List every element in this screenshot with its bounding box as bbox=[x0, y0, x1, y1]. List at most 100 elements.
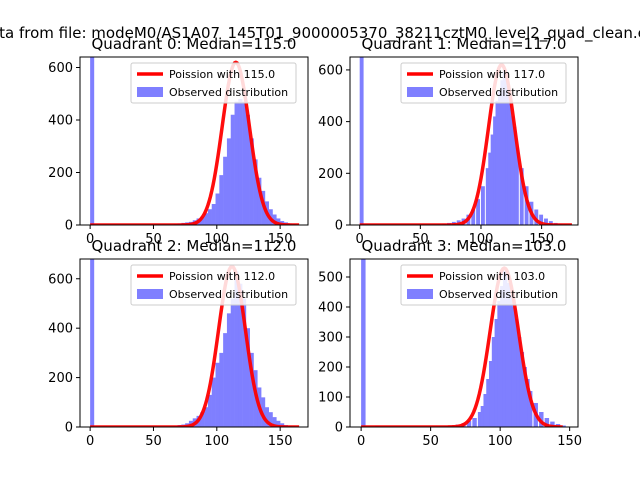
legend-label-poisson: Poission with 103.0 bbox=[439, 270, 545, 283]
histogram-bar bbox=[471, 209, 476, 225]
legend: Poission with 117.0 Observed distribution bbox=[400, 62, 567, 104]
legend-label-poisson: Poission with 112.0 bbox=[169, 270, 275, 283]
histogram-bar bbox=[230, 114, 235, 225]
histogram-bar bbox=[502, 69, 507, 225]
panel-title: Quadrant 0: Median=115.0 bbox=[92, 35, 297, 53]
histogram-bar bbox=[539, 214, 544, 225]
histogram-bar bbox=[230, 298, 235, 427]
x-tick-label: 100 bbox=[469, 232, 494, 247]
x-tick-label: 0 bbox=[357, 434, 365, 449]
histogram-bar bbox=[483, 394, 488, 427]
y-tick-label: 200 bbox=[318, 361, 343, 376]
histogram-bar bbox=[505, 85, 510, 225]
histogram-bar bbox=[207, 394, 212, 427]
histogram-bar bbox=[561, 425, 566, 427]
histogram-bar bbox=[490, 134, 495, 225]
y-tick-label: 400 bbox=[318, 115, 343, 130]
legend-label-poisson: Poission with 117.0 bbox=[439, 68, 545, 81]
histogram-bar bbox=[507, 100, 512, 225]
histogram-bar bbox=[226, 138, 231, 225]
histogram-bar bbox=[493, 116, 497, 225]
histogram-bar bbox=[488, 152, 493, 225]
plot-area bbox=[359, 57, 573, 225]
y-tick-label: 600 bbox=[318, 63, 343, 78]
histogram-bar bbox=[495, 100, 500, 225]
y-tick-label: 0 bbox=[65, 219, 73, 234]
histogram-bar bbox=[494, 319, 500, 427]
histogram-bar bbox=[242, 101, 247, 225]
histogram-bar bbox=[489, 361, 494, 427]
histogram-bar bbox=[272, 214, 277, 225]
histogram-bar bbox=[211, 377, 216, 427]
legend-frame bbox=[400, 62, 567, 104]
histogram-bar bbox=[519, 168, 524, 225]
axes-frame bbox=[79, 56, 309, 226]
histogram-bar bbox=[466, 421, 472, 427]
legend-swatch-observed bbox=[137, 289, 163, 299]
histogram-bar bbox=[505, 283, 511, 427]
histogram-bar-zero bbox=[361, 259, 366, 427]
histogram-bar bbox=[502, 271, 508, 427]
legend-label-observed: Observed distribution bbox=[439, 86, 558, 99]
poisson-fit-line bbox=[359, 63, 573, 225]
histogram-bar bbox=[525, 379, 530, 427]
histogram-bar bbox=[477, 412, 483, 427]
legend-frame bbox=[130, 264, 297, 306]
histogram-bar bbox=[511, 307, 516, 427]
histogram-bar bbox=[550, 421, 555, 427]
histogram-bar bbox=[219, 352, 224, 427]
histogram-bar bbox=[223, 156, 228, 225]
x-tick-label: 100 bbox=[204, 232, 229, 247]
legend-swatch-observed bbox=[407, 87, 433, 97]
histogram-bar-zero bbox=[90, 259, 95, 427]
histogram-bar bbox=[500, 80, 505, 225]
y-tick-label: 100 bbox=[318, 391, 343, 406]
histogram-bar bbox=[497, 301, 502, 427]
histogram-bar bbox=[514, 147, 519, 225]
histogram-bar bbox=[200, 216, 205, 225]
y-tick-label: 400 bbox=[48, 114, 73, 129]
histogram-bar bbox=[276, 218, 281, 225]
chart-panel-0: 0 50 100 150 0 200 400 600 Quadrant 0: Median=11… bbox=[48, 35, 309, 247]
plot-area bbox=[89, 259, 300, 427]
histogram-bar bbox=[268, 412, 273, 427]
histogram-bar bbox=[215, 193, 220, 225]
histogram-bar bbox=[497, 90, 502, 225]
y-tick-label: 600 bbox=[48, 272, 73, 287]
axes-frame bbox=[349, 258, 579, 428]
x-tick-label: 150 bbox=[557, 434, 582, 449]
x-tick-label: 0 bbox=[86, 434, 94, 449]
histogram-bar bbox=[480, 186, 485, 225]
x-tick-label: 150 bbox=[268, 232, 293, 247]
histogram-bar bbox=[272, 417, 277, 427]
y-tick-label: 200 bbox=[48, 371, 73, 386]
x-tick-label: 0 bbox=[86, 232, 94, 247]
histogram-bar bbox=[510, 116, 514, 225]
x-tick-label: 0 bbox=[356, 232, 364, 247]
poisson-fit-line bbox=[360, 266, 564, 427]
histogram-bar bbox=[204, 407, 209, 427]
poisson-fit-line bbox=[89, 60, 300, 225]
histogram-bar bbox=[276, 420, 281, 427]
histogram-bar bbox=[200, 412, 205, 427]
figure-suptitle: Data from file: modeM0/AS1A07_145T01_900… bbox=[0, 24, 640, 43]
x-tick-label: 100 bbox=[488, 434, 513, 449]
histogram-bar bbox=[245, 114, 250, 225]
y-tick-label: 200 bbox=[48, 166, 73, 181]
histogram-bar bbox=[249, 352, 254, 427]
x-tick-label: 50 bbox=[422, 434, 439, 449]
legend: Poission with 103.0 Observed distribution bbox=[400, 264, 567, 306]
histogram-bar bbox=[512, 126, 517, 225]
panel-title: Quadrant 1: Median=117.0 bbox=[362, 35, 567, 53]
histogram-bar bbox=[234, 271, 239, 427]
histogram-bar bbox=[257, 177, 262, 225]
legend-swatch-observed bbox=[137, 87, 163, 97]
histogram-bar bbox=[476, 199, 481, 225]
x-tick-label: 50 bbox=[145, 434, 162, 449]
x-tick-label: 50 bbox=[145, 232, 162, 247]
legend-label-observed: Observed distribution bbox=[169, 288, 288, 301]
histogram-bar bbox=[500, 286, 505, 427]
y-tick-label: 200 bbox=[318, 167, 343, 182]
legend-label-poisson: Poission with 115.0 bbox=[169, 68, 275, 81]
histogram-bar bbox=[234, 101, 239, 225]
